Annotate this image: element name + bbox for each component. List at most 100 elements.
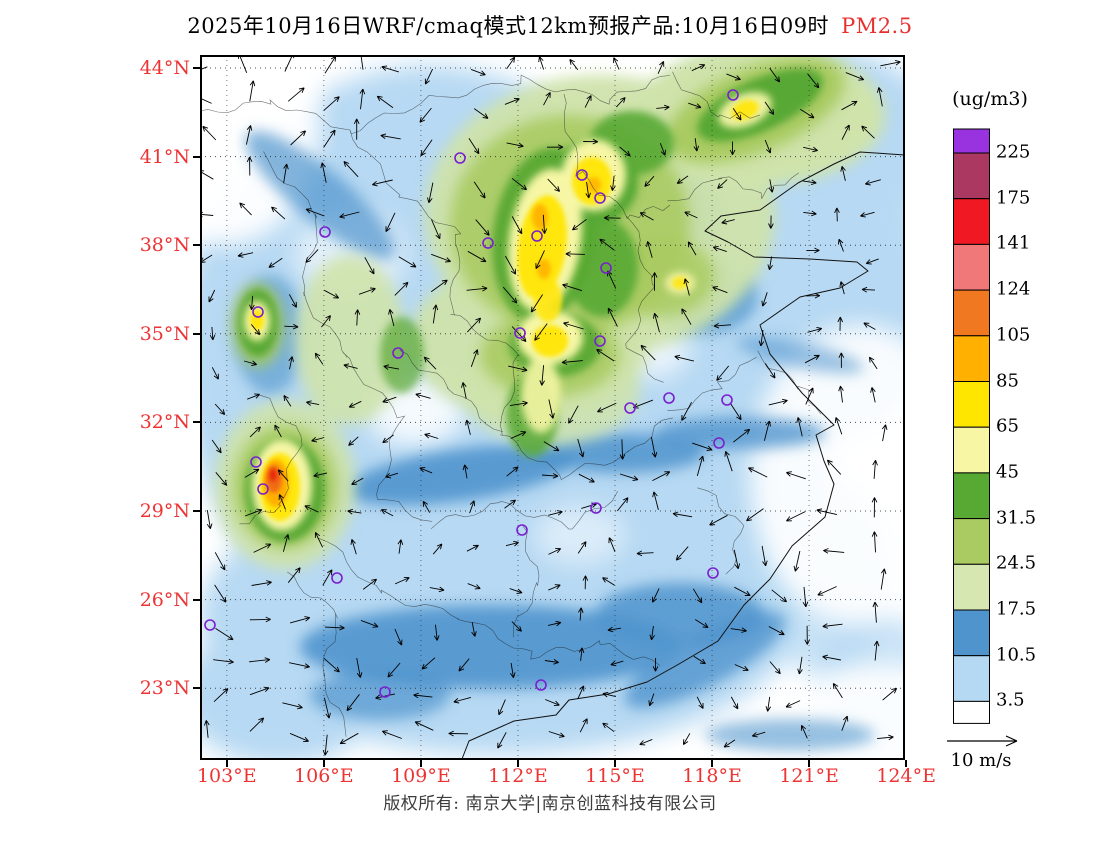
lat-tick-mark: [193, 421, 200, 424]
lon-tick-label: 106°E: [294, 765, 354, 787]
wind-reference-label: 10 m/s: [950, 750, 1012, 771]
colorbar-segment: [953, 243, 990, 291]
colorbar-segment: [953, 655, 990, 702]
colorbar-tick-label: 24.5: [996, 552, 1037, 574]
title-pollutant: PM2.5: [841, 14, 913, 38]
city-marker: [257, 483, 269, 495]
lat-tick-label: 35°N: [139, 322, 190, 345]
colorbar-segment: [953, 518, 990, 565]
lat-tick-label: 38°N: [139, 234, 190, 257]
city-marker: [600, 262, 612, 274]
colorbar-tick-label: 105: [996, 324, 1031, 346]
lon-tick-label: 124°E: [876, 765, 936, 787]
colorbar-tick-label: 65: [996, 415, 1019, 437]
lat-tick-mark: [193, 510, 200, 512]
colorbar-segment: [953, 289, 990, 337]
city-marker: [514, 327, 526, 339]
colorbar-segment: [953, 198, 990, 245]
lat-tick-label: 44°N: [139, 57, 190, 79]
lon-tick-mark: [905, 760, 908, 767]
lon-tick-mark: [808, 760, 811, 767]
colorbar-tick-label: 225: [996, 141, 1031, 163]
city-markers: [204, 89, 739, 698]
colorbar-tick-label: 141: [996, 232, 1031, 254]
lat-tick-mark: [193, 67, 200, 69]
lon-tick-label: 118°E: [682, 765, 742, 787]
city-marker: [482, 237, 494, 249]
city-marker: [204, 619, 216, 631]
city-marker: [331, 572, 343, 584]
map-canvas: [200, 55, 905, 760]
city-marker: [721, 394, 733, 406]
lat-tick-mark: [193, 687, 200, 690]
lon-tick-label: 109°E: [391, 765, 451, 787]
lat-tick-label: 29°N: [139, 500, 190, 522]
lon-tick-label: 115°E: [585, 765, 645, 787]
footer-copyright: 版权所有: 南京大学|南京创蓝科技有限公司: [383, 794, 717, 814]
title-main: 2025年10月16日WRF/cmaq模式12km预报产品:10月16日09时: [187, 14, 830, 38]
city-marker: [713, 437, 725, 449]
city-marker: [454, 152, 466, 164]
city-marker: [624, 402, 636, 414]
lon-tick-mark: [711, 760, 714, 767]
city-marker: [576, 169, 588, 181]
lat-tick-mark: [193, 332, 200, 335]
colorbar-tick-label: 85: [996, 370, 1019, 391]
province-boundaries: [200, 71, 822, 737]
lat-tick-label: 23°N: [139, 677, 190, 700]
colorbar-segment: [953, 152, 990, 200]
city-marker: [250, 456, 262, 468]
lat-tick-mark: [193, 598, 200, 601]
colorbar: [953, 128, 990, 724]
city-marker: [590, 502, 602, 514]
colorbar-segment: [953, 700, 990, 724]
lon-tick-mark: [516, 760, 519, 767]
lon-tick-mark: [419, 760, 422, 767]
colorbar-tick-label: 124: [996, 278, 1031, 300]
colorbar-segment: [953, 426, 990, 474]
city-marker: [531, 230, 543, 242]
coastline: [461, 151, 905, 760]
lon-tick-label: 121°E: [779, 765, 839, 787]
colorbar-segment: [953, 128, 990, 154]
plot-frame: [200, 55, 905, 760]
colorbar-segment: [953, 609, 990, 657]
page-title: 2025年10月16日WRF/cmaq模式12km预报产品:10月16日09时 P…: [0, 10, 1100, 40]
map-plot: [200, 55, 905, 760]
city-marker: [594, 335, 606, 347]
lat-tick-label: 41°N: [139, 145, 190, 168]
city-marker: [379, 686, 391, 698]
lon-tick-label: 112°E: [488, 765, 548, 787]
city-marker: [252, 306, 264, 318]
lon-tick-mark: [322, 760, 325, 767]
city-marker: [707, 567, 719, 579]
lon-tick-label: 103°E: [196, 765, 257, 787]
city-marker: [392, 347, 404, 359]
wind-reference-arrow: [947, 735, 1018, 747]
city-marker: [535, 679, 547, 691]
lat-tick-mark: [193, 244, 200, 247]
lon-tick-mark: [614, 760, 616, 767]
colorbar-units: (ug/m3): [952, 88, 1028, 110]
city-marker: [516, 524, 528, 536]
colorbar-tick-label: 3.5: [996, 689, 1025, 711]
colorbar-segment: [953, 335, 990, 383]
lon-tick-mark: [225, 760, 228, 767]
city-marker: [319, 226, 331, 238]
city-marker: [594, 192, 606, 204]
colorbar-segment: [953, 381, 990, 428]
lat-tick-mark: [193, 155, 200, 158]
colorbar-segment: [953, 563, 990, 611]
pm-field-red-core: [266, 465, 282, 493]
colorbar-segment: [953, 472, 990, 520]
colorbar-tick-label: 10.5: [996, 644, 1037, 666]
city-marker: [663, 392, 675, 404]
city-marker: [727, 89, 739, 101]
lat-tick-label: 32°N: [139, 411, 190, 434]
colorbar-tick-label: 17.5: [996, 598, 1037, 620]
lat-tick-label: 26°N: [139, 588, 190, 611]
colorbar-tick-label: 31.5: [996, 507, 1037, 529]
colorbar-tick-label: 45: [996, 461, 1019, 483]
colorbar-tick-label: 175: [996, 187, 1031, 209]
